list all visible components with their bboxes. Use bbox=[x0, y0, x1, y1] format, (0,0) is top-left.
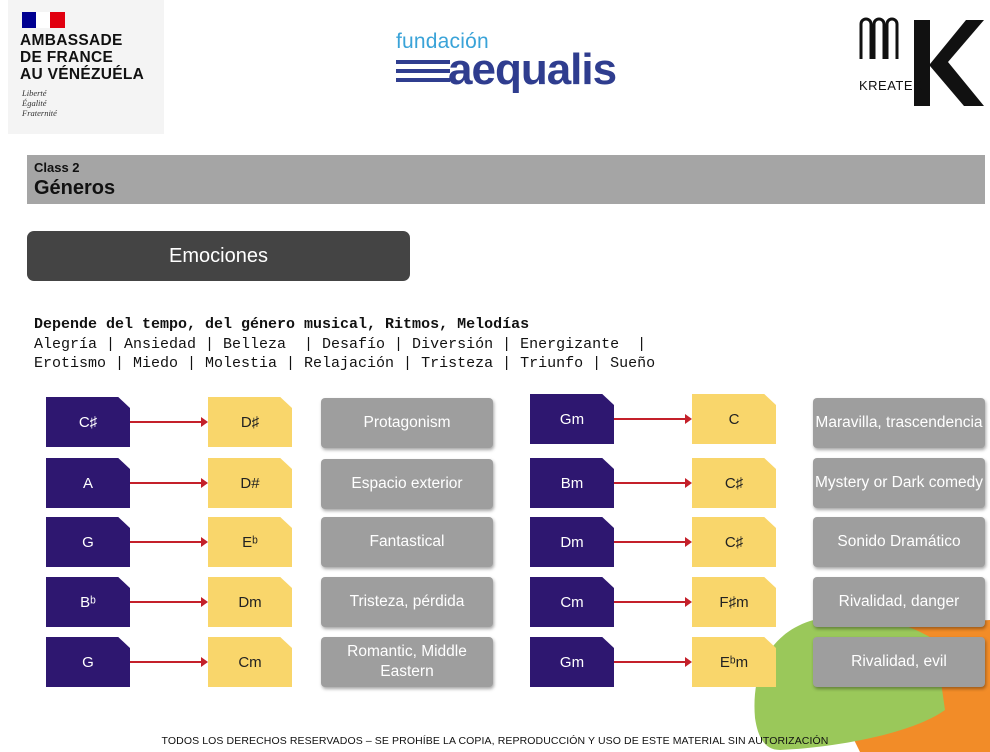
kreatek-label: KREATEK bbox=[859, 78, 923, 93]
chord-from: C♯ bbox=[46, 397, 130, 447]
chord-from: Gm bbox=[530, 637, 614, 687]
chord-from: G bbox=[46, 517, 130, 567]
mood-box: Espacio exterior bbox=[321, 459, 493, 509]
chord-from: Bᵇ bbox=[46, 577, 130, 627]
mood-box: Maravilla, trascendencia bbox=[813, 398, 985, 448]
embassy-name: AMBASSADE DE FRANCE AU VÉNÉZUÉLA bbox=[20, 32, 145, 83]
kreatek-k-icon bbox=[859, 17, 984, 106]
chord-to: D# bbox=[208, 458, 292, 508]
arrow-icon bbox=[130, 417, 208, 427]
chord-from: Bm bbox=[530, 458, 614, 508]
arrow-icon bbox=[130, 478, 208, 488]
chord-from: G bbox=[46, 637, 130, 687]
emotion-list-line-2: Erotismo | Miedo | Molestia | Relajación… bbox=[34, 355, 656, 372]
embassy-motto: Liberté Égalité Fraternité bbox=[22, 88, 57, 118]
mood-box: Tristeza, pérdida bbox=[321, 577, 493, 627]
page-title: Géneros bbox=[34, 177, 116, 199]
logo-bars-icon bbox=[396, 60, 450, 87]
chord-from: Dm bbox=[530, 517, 614, 567]
mood-box: Fantastical bbox=[321, 517, 493, 567]
emociones-button[interactable]: Emociones bbox=[27, 231, 410, 281]
fundacion-label: fundación bbox=[396, 30, 489, 53]
arrow-icon bbox=[614, 478, 692, 488]
mood-box: Mystery or Dark comedy bbox=[813, 458, 985, 508]
arrow-icon bbox=[614, 657, 692, 667]
mood-box: Romantic, Middle Eastern bbox=[321, 637, 493, 687]
chord-to: C bbox=[692, 394, 776, 444]
description-heading: Depende del tempo, del género musical, R… bbox=[34, 316, 530, 333]
copyright-footer: TODOS LOS DERECHOS RESERVADOS – SE PROHÍ… bbox=[161, 735, 829, 747]
kreatek-logo: KREATEK bbox=[856, 14, 986, 108]
mood-box: Protagonism bbox=[321, 398, 493, 448]
arrow-icon bbox=[130, 597, 208, 607]
arrow-icon bbox=[614, 414, 692, 424]
chord-to: C♯ bbox=[692, 458, 776, 508]
french-flag-icon bbox=[22, 12, 65, 28]
chord-from: Cm bbox=[530, 577, 614, 627]
class-header-bar: Class 2 Géneros bbox=[27, 155, 985, 204]
chord-to: D♯ bbox=[208, 397, 292, 447]
chord-to: Cm bbox=[208, 637, 292, 687]
chord-from: A bbox=[46, 458, 130, 508]
arrow-icon bbox=[614, 537, 692, 547]
mood-box: Sonido Dramático bbox=[813, 517, 985, 567]
chord-to: Eᵇ bbox=[208, 517, 292, 567]
arrow-icon bbox=[130, 657, 208, 667]
emotion-list-line-1: Alegría | Ansiedad | Belleza | Desafío |… bbox=[34, 335, 647, 353]
mood-box: Rivalidad, evil bbox=[813, 637, 985, 687]
arrow-icon bbox=[614, 597, 692, 607]
chord-to: Eᵇm bbox=[692, 637, 776, 687]
chord-from: Gm bbox=[530, 394, 614, 444]
description-block: Depende del tempo, del género musical, R… bbox=[34, 315, 655, 374]
mood-box: Rivalidad, danger bbox=[813, 577, 985, 627]
embassy-logo: AMBASSADE DE FRANCE AU VÉNÉZUÉLA Liberté… bbox=[8, 0, 164, 134]
class-label: Class 2 bbox=[34, 160, 80, 175]
chord-to: Dm bbox=[208, 577, 292, 627]
aequalis-label: aequalis bbox=[448, 45, 617, 94]
chord-to: F♯m bbox=[692, 577, 776, 627]
fundacion-aequalis-logo: fundación aequalis bbox=[392, 30, 617, 98]
chord-to: C♯ bbox=[692, 517, 776, 567]
arrow-icon bbox=[130, 537, 208, 547]
